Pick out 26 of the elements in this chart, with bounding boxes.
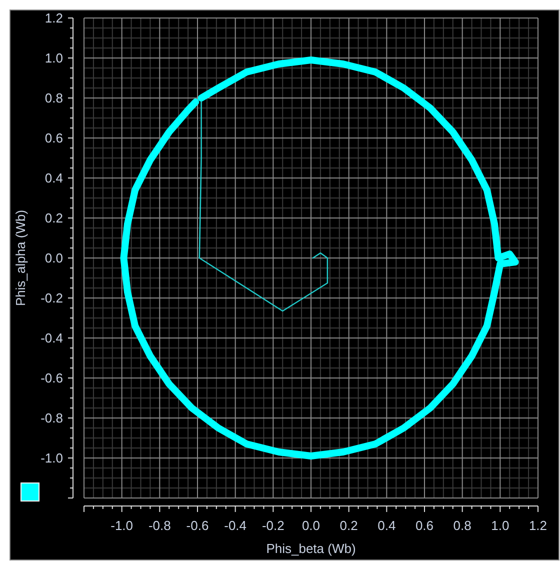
y-tick-label: 0.4 [44,170,63,186]
y-tick-label: -0.4 [40,330,63,346]
y-axis-title: Phis_alpha (Wb) [13,210,28,306]
y-tick-label: -1.0 [40,450,63,466]
x-tick-label: 0.4 [378,518,396,533]
y-tick-label: -0.6 [40,370,63,386]
x-tick-label: -0.4 [224,518,247,533]
x-tick-label: 1.0 [491,518,510,533]
y-tick-label: 1.0 [44,50,63,66]
x-axis-title: Phis_beta (Wb) [266,541,356,556]
y-tick-label: 0.2 [44,210,63,226]
y-tick-label: 0.8 [44,90,63,106]
x-tick-label: 0.0 [302,518,320,533]
x-tick-label: 0.8 [453,518,472,533]
x-tick-label: 0.2 [340,518,358,533]
x-tick-label: 1.2 [528,518,548,533]
x-tick-label: -0.2 [262,518,284,533]
y-tick-label: -0.8 [40,410,63,426]
x-tick-label: -0.6 [186,518,209,533]
y-tick-label: 0.6 [44,130,63,146]
x-tick-label: -0.8 [148,518,171,533]
x-tick-label: -1.0 [110,518,134,533]
y-tick-label: 0.0 [44,250,63,266]
y-tick-label: 1.2 [44,10,63,26]
y-tick-label: -0.2 [40,290,63,306]
x-tick-label: 0.6 [415,518,434,533]
